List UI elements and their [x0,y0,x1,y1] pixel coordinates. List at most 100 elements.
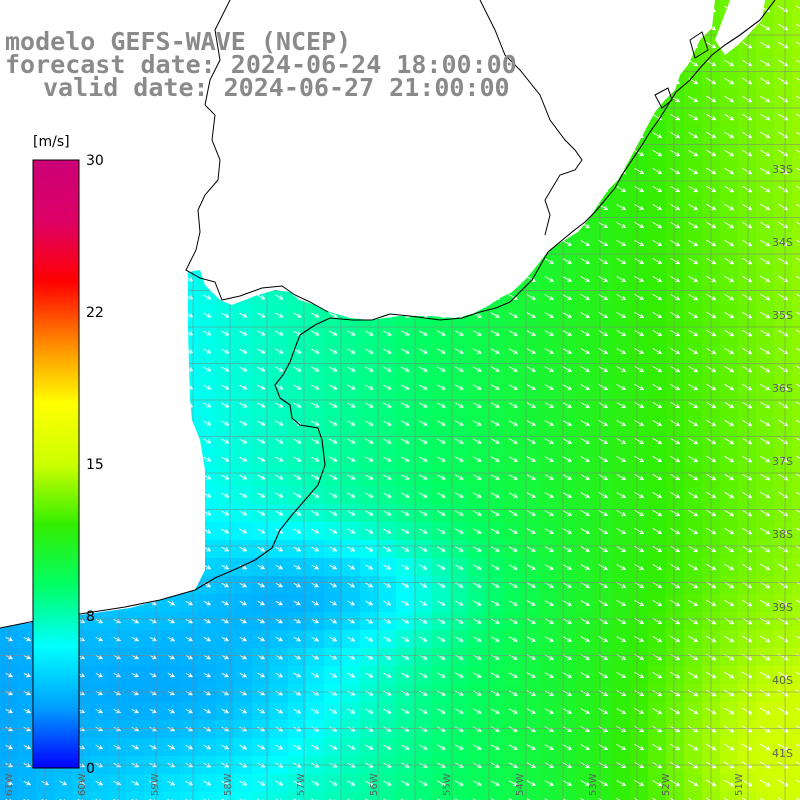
wind-arrow [346,330,356,336]
wind-arrow [634,528,645,535]
wind-arrow [275,474,284,480]
land-mask [0,0,715,628]
wind-arrow [346,780,356,786]
wind-arrow [634,618,645,625]
wind-arrow [796,653,800,657]
wind-arrow [652,330,663,337]
wind-arrow [652,618,663,625]
wind-arrow [275,654,284,660]
wind-arrow [401,618,410,624]
wind-arrow [346,384,356,390]
wind-arrow [490,312,500,318]
wind-arrow [652,240,663,247]
wind-arrow [580,492,591,498]
wind-arrow [634,348,645,355]
wind-arrow [634,168,645,175]
wind-arrow [724,707,735,715]
wind-arrow [257,780,266,786]
wind-cell [792,288,800,307]
wind-arrow [652,438,663,445]
wind-arrow [239,582,248,588]
wind-arrow [670,275,681,283]
wind-arrow [329,672,338,678]
wind-arrow [239,420,248,426]
wind-arrow [652,636,663,643]
wind-arrow [795,725,800,729]
wind-arrow [310,384,320,390]
wind-arrow [490,582,500,588]
wind-arrow [401,582,410,588]
wind-cell [792,414,800,433]
wind-arrow [203,294,212,300]
wind-arrow [670,581,681,589]
wind-cell [414,792,433,804]
longitude-label: 56W [369,773,380,796]
wind-arrow [329,618,338,624]
wind-arrow [490,744,500,750]
wind-arrow [688,203,699,211]
wind-arrow [239,312,248,318]
wind-arrow [562,474,573,480]
wind-arrow [670,384,681,391]
wind-arrow [724,635,735,643]
wind-arrow [490,510,500,516]
wind-arrow [257,492,266,498]
wind-arrow [742,473,753,481]
wind-arrow [724,725,735,733]
wind-arrow [652,258,663,265]
wind-arrow [292,384,302,390]
wind-arrow [760,509,771,517]
wind-arrow [365,564,374,570]
wind-arrow [580,348,591,354]
wind-arrow [634,672,645,679]
wind-arrow [454,330,464,336]
wind-arrow [472,618,482,624]
wind-arrow [221,492,230,498]
wind-arrow [760,419,771,427]
wind-arrow [257,564,266,570]
wind-arrow [364,474,374,480]
wind-arrow [239,384,248,390]
wind-arrow [688,689,699,697]
wind-arrow [257,510,266,516]
wind-arrow [688,383,699,391]
wind-arrow [742,509,753,517]
wind-arrow [688,311,699,319]
wind-arrow [454,744,464,750]
wind-cell [108,792,127,804]
wind-arrow [652,366,663,373]
wind-cell [792,36,800,55]
wind-arrow [580,690,591,696]
wind-arrow [760,311,771,319]
wind-arrow [436,492,446,498]
wind-arrow [508,726,518,732]
wind-arrow [562,672,573,678]
wind-arrow [670,131,681,139]
wind-arrow [796,149,800,153]
wind-arrow [741,779,753,787]
wind-arrow [382,348,392,354]
wind-arrow [634,240,645,247]
wind-arrow [652,510,663,517]
wind-arrow [185,744,194,750]
wind-arrow [760,635,771,643]
wind-arrow [347,546,356,552]
wind-arrow [544,636,554,642]
wind-arrow [670,671,681,679]
wind-arrow [275,510,284,516]
wind-cell [792,594,800,613]
wind-arrow [634,330,645,337]
wind-arrow [347,726,356,732]
wind-arrow [239,618,248,624]
wind-arrow [634,258,645,265]
wind-arrow [670,402,681,409]
wind-arrow [634,420,645,427]
wind-arrow [203,312,212,318]
wind-arrow [616,708,627,715]
wind-arrow [760,185,771,193]
wind-arrow [724,365,735,373]
latitude-label: 39S [772,601,793,614]
wind-arrow [742,113,753,121]
wind-arrow [347,618,356,624]
